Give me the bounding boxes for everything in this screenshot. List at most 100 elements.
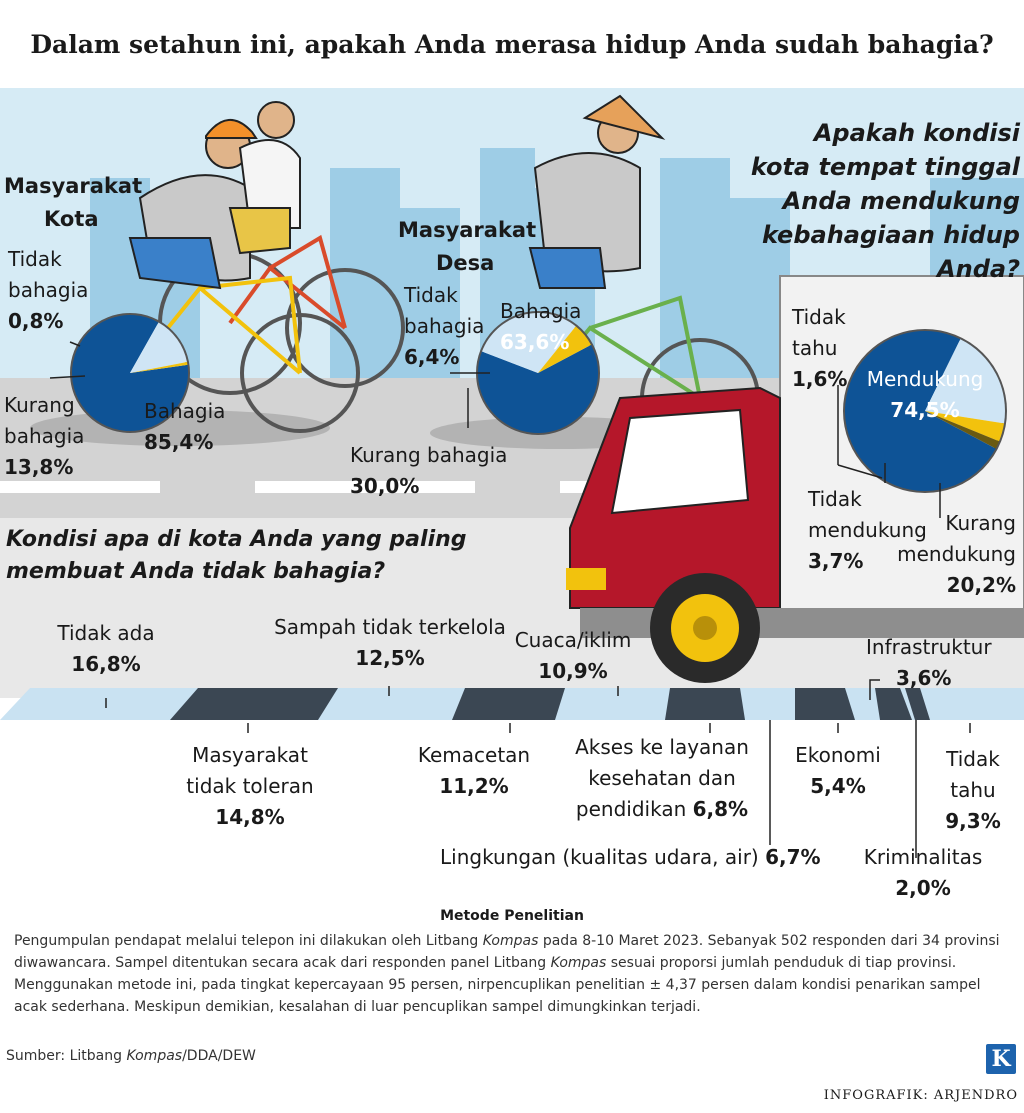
bar-label-text: Kemacetan — [417, 743, 531, 767]
pie-kondisi — [843, 329, 1007, 493]
source-suffix: /DDA/DEW — [182, 1048, 256, 1064]
stripe — [452, 688, 565, 720]
bar-label-cuaca: Cuaca/iklim 10,9% — [508, 625, 638, 687]
kondisi-tidak-tahu-line-2: tahu — [792, 336, 838, 360]
kota-bahagia-text: Bahagia — [144, 399, 226, 423]
kota-heading: Masyarakat Kota — [4, 170, 142, 236]
stripe — [665, 688, 745, 720]
bar-label-value: 5,4% — [810, 774, 866, 798]
desa-kurang-value: 30,0% — [350, 474, 420, 498]
kondisi-tidak-tahu-value: 1,6% — [792, 367, 848, 391]
bar-label-value: 2,0% — [895, 876, 951, 900]
bar-question-line-1: Kondisi apa di kota Anda yang paling — [6, 527, 467, 552]
kondisi-tidak-mendukung-line-1: Tidak — [808, 487, 862, 511]
kondisi-tidak-mendukung-line-2: mendukung — [808, 518, 927, 542]
kondisi-mendukung-label: Mendukung 74,5% — [860, 364, 990, 426]
method-p3: sesuai proporsi jumlah penduduk di tiap … — [14, 955, 981, 1015]
pie-slice-bahagia — [478, 344, 599, 433]
rider-kota-1 — [128, 119, 258, 290]
kota-kurang-value: 13,8% — [4, 455, 74, 479]
bar-label-text: Sampah tidak terkelola — [274, 615, 506, 639]
kondisi-q-line-1: Apakah kondisi — [813, 119, 1020, 147]
bar-label-kemacetan: Kemacetan 11,2% — [408, 740, 540, 802]
desa-tidak-line-1: Tidak — [404, 283, 458, 307]
kota-tidak-bahagia-label: Tidak bahagia 0,8% — [8, 244, 88, 337]
bar-label-value: 3,6% — [896, 666, 952, 690]
desa-tidak-line-2: bahagia — [404, 314, 485, 338]
bar-label-value: 6,8% — [692, 797, 749, 821]
bar-label-line-2: tahu — [950, 778, 996, 802]
bar-label-value: 14,8% — [215, 805, 285, 829]
rider-desa — [528, 94, 666, 289]
pie-kota — [70, 313, 190, 433]
kondisi-tidak-tahu-label: Tidak tahu 1,6% — [792, 302, 847, 395]
desa-heading-line-1: Masyarakat — [398, 218, 537, 242]
kondisi-kurang-line-1: Kurang — [945, 511, 1016, 535]
bar-label-value: 10,9% — [538, 659, 608, 683]
stripe — [795, 688, 855, 720]
pie-slice-bahagia — [72, 315, 189, 432]
kondisi-q-line-4: kebahagiaan hidup — [761, 221, 1020, 249]
bar-label-text: Infrastruktur — [866, 635, 992, 659]
kondisi-question: Apakah kondisi kota tempat tinggal Anda … — [751, 116, 1020, 286]
bar-label-text: Ekonomi — [795, 743, 881, 767]
bike-front-wheel-kota — [240, 313, 360, 433]
kondisi-q-line-2: kota tempat tinggal — [750, 153, 1020, 181]
bar-label-value: 6,7% — [765, 845, 821, 869]
kondisi-q-line-3: Anda mendukung — [782, 187, 1020, 215]
method-p1-em: Kompas — [482, 933, 539, 949]
desa-tidak-value: 6,4% — [404, 345, 460, 369]
credit: INFOGRAFIK: ARJENDRO — [823, 1088, 1018, 1103]
kompas-logo: K — [986, 1044, 1016, 1074]
pie-slice-kurang-bahagia — [481, 312, 576, 373]
bar-label-infrastruktur: Infrastruktur 3,6% — [866, 632, 992, 694]
desa-bahagia-text: Bahagia — [500, 299, 582, 323]
crosswalk — [0, 688, 1024, 890]
method-title: Metode Penelitian — [440, 908, 584, 924]
pie-slice-tidak-bahagia — [130, 362, 188, 373]
desa-heading: Masyarakat Desa — [398, 214, 536, 280]
pie-slice-tidak-mendukung — [925, 411, 1005, 442]
bar-label-ekonomi: Ekonomi 5,4% — [786, 740, 890, 802]
bar-label-akses: Akses ke layanan kesehatan dan pendidika… — [564, 732, 760, 825]
kondisi-tidak-tahu-line-1: Tidak — [792, 305, 846, 329]
method-p2: pada 8-10 Maret 2023. Sebanyak 502 respo… — [14, 933, 1000, 971]
bar-question-line-2: membuat Anda tidak bahagia? — [6, 559, 386, 584]
bar-label-line-1: Masyarakat — [192, 743, 308, 767]
kota-kurang-line-2: bahagia — [4, 424, 85, 448]
bar-label-line-2: tidak toleran — [186, 774, 314, 798]
source-em: Kompas — [126, 1048, 183, 1064]
bar-label-tidak-tahu: Tidak tahu 9,3% — [930, 744, 1016, 837]
bar-label-toleran: Masyarakat tidak toleran 14,8% — [178, 740, 322, 833]
bar-label-sampah: Sampah tidak terkelola 12,5% — [258, 612, 522, 674]
bar-label-line-1: Tidak — [946, 747, 1000, 771]
desa-tidak-bahagia-label: Tidak bahagia 6,4% — [404, 280, 484, 373]
desa-bahagia-label: Bahagia 63,6% — [500, 296, 581, 358]
bar-label-tidak-ada: Tidak ada 16,8% — [46, 618, 166, 680]
bar-label-value: 9,3% — [945, 809, 1001, 833]
bar-label-line-2: kesehatan dan — [588, 766, 736, 790]
kota-heading-line-1: Masyarakat — [4, 174, 143, 198]
bar-label-lingkungan: Lingkungan (kualitas udara, air) 6,7% — [440, 842, 821, 873]
bar-label-text: Kriminalitas — [863, 845, 983, 869]
method-p2-em: Kompas — [550, 955, 607, 971]
bar-label-value: 12,5% — [355, 646, 425, 670]
bar-label-value: 16,8% — [71, 652, 141, 676]
method-p1: Pengumpulan pendapat melalui telepon ini… — [14, 933, 483, 949]
bike-front-wheel-kota-2 — [285, 268, 405, 388]
kondisi-q-line-5: Anda? — [937, 255, 1020, 283]
page-title: Dalam setahun ini, apakah Anda merasa hi… — [30, 30, 994, 59]
bar-label-value: 11,2% — [439, 774, 509, 798]
pie-desa — [476, 311, 600, 435]
pie-slice-tidak-tahu — [925, 411, 1000, 449]
stripe — [875, 688, 912, 720]
kondisi-mendukung-text: Mendukung — [866, 367, 984, 391]
kondisi-kurang-value: 20,2% — [946, 573, 1016, 597]
rider-kota-2 — [228, 101, 301, 255]
desa-kurang-bahagia-label: Kurang bahagia 30,0% — [350, 440, 507, 502]
scene-illustration — [0, 88, 1024, 890]
kondisi-tidak-mendukung-value: 3,7% — [808, 549, 864, 573]
kota-bahagia-label: Bahagia 85,4% — [144, 396, 225, 458]
kota-heading-line-2: Kota — [44, 207, 99, 231]
kota-kurang-bahagia-label: Kurang bahagia 13,8% — [4, 390, 84, 483]
